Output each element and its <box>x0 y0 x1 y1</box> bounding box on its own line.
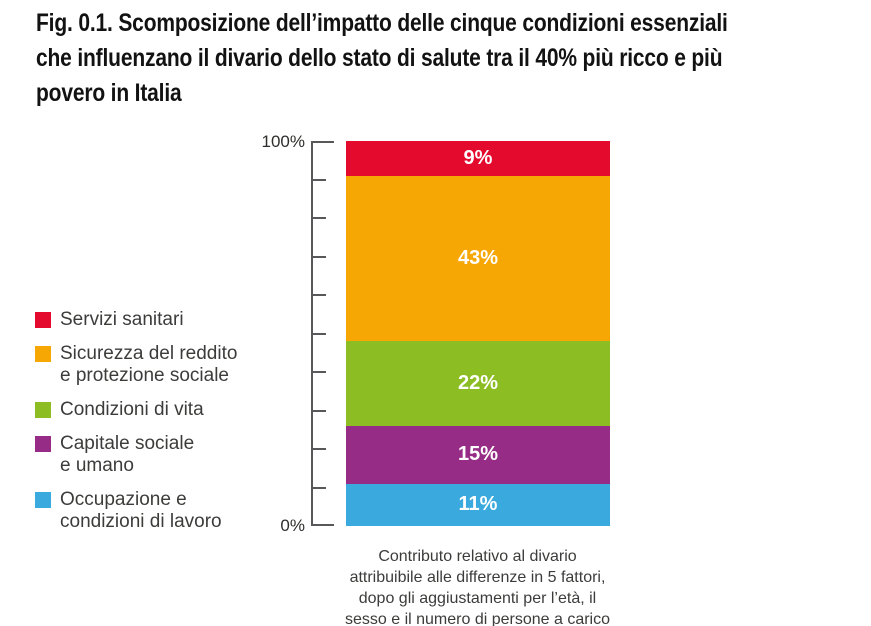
legend-label: Servizi sanitari <box>60 309 184 330</box>
chart-caption: Contributo relativo al divario attribuib… <box>344 548 611 626</box>
y-axis-max-label: 100% <box>261 132 305 151</box>
y-axis-tick-0 <box>313 524 334 526</box>
y-axis-tick-30 <box>313 409 326 412</box>
chart-legend: Servizi sanitari Sicurezza del reddito e … <box>35 309 237 545</box>
legend-swatch <box>35 436 51 452</box>
bar-segment-value-label: 11% <box>458 493 498 516</box>
bar-segment-value-label: 43% <box>457 246 499 269</box>
legend-swatch <box>35 402 51 418</box>
y-axis-tick-100 <box>313 141 334 143</box>
legend-item-3: Capitale sociale e umano <box>35 433 237 477</box>
y-axis-tick-20 <box>313 448 326 450</box>
y-axis <box>311 141 334 526</box>
legend-item-0: Servizi sanitari <box>35 309 237 331</box>
legend-label: Sicurezza del reddito e protezione socia… <box>60 343 238 386</box>
bar-segment-0: 9% <box>346 141 610 176</box>
legend-item-4: Occupazione e condizioni di lavoro <box>35 489 237 533</box>
y-axis-tick-90 <box>313 178 326 181</box>
bar-segment-value-label: 15% <box>457 443 499 466</box>
legend-label: Occupazione e condizioni di lavoro <box>60 489 222 532</box>
bar-segment-3: 15% <box>346 425 610 484</box>
legend-item-1: Sicurezza del reddito e protezione socia… <box>35 343 237 387</box>
bar-segment-1: 43% <box>346 175 610 342</box>
legend-item-2: Condizioni di vita <box>35 399 237 421</box>
figure-title: Fig. 0.1. Scomposizione dell’impatto del… <box>36 9 728 107</box>
legend-swatch <box>35 492 51 508</box>
legend-swatch <box>35 312 51 328</box>
y-axis-tick-70 <box>313 255 326 258</box>
bar-segment-4: 11% <box>346 483 610 526</box>
y-axis-tick-10 <box>313 486 326 489</box>
legend-label: Capitale sociale e umano <box>60 433 195 476</box>
y-axis-tick-40 <box>313 371 326 373</box>
y-axis-tick-60 <box>313 294 326 296</box>
legend-label: Condizioni di vita <box>60 399 204 420</box>
stacked-bar: 9% 43% 22% 15% 11% <box>346 141 610 526</box>
legend-swatch <box>35 346 51 362</box>
bar-segment-value-label: 22% <box>457 372 499 395</box>
y-axis-min-label: 0% <box>280 516 305 535</box>
bar-segment-value-label: 9% <box>463 146 493 169</box>
y-axis-tick-50 <box>313 332 326 335</box>
y-axis-tick-80 <box>313 217 326 219</box>
bar-segment-2: 22% <box>346 341 610 426</box>
